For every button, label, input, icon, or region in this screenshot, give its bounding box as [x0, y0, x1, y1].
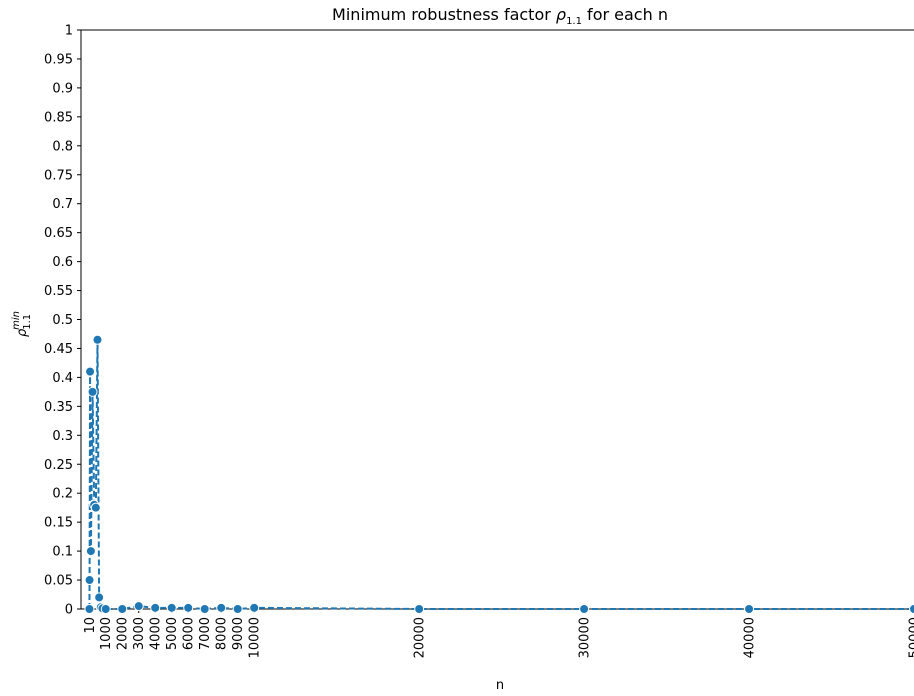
data-point — [579, 604, 590, 614]
x-tick-label: 10000 — [248, 617, 263, 658]
x-axis: 10 1000 2000 3000 4000 5000 6000 7000 8000 9000 10… — [83, 609, 914, 658]
x-tick-label: 6000 — [182, 617, 197, 650]
y-axis-label: ρ1.1min — [11, 311, 33, 337]
y-tick-label: 0.6 — [52, 255, 73, 270]
y-tick-label: 0.05 — [44, 574, 73, 589]
data-point — [85, 366, 96, 377]
data-point — [744, 604, 755, 614]
y-tick-label: 0 — [65, 603, 73, 618]
y-tick-label: 0.7 — [52, 197, 73, 212]
x-tick-label: 7000 — [198, 617, 213, 650]
chart-title: Minimum robustness factor ρ1.1 for each … — [332, 5, 668, 27]
y-tick-label: 0.2 — [52, 487, 73, 502]
data-point — [92, 334, 103, 345]
y-tick-label: 0.35 — [44, 400, 73, 415]
data-point — [117, 604, 128, 614]
y-tick-label: 0.1 — [52, 545, 73, 560]
axes-frame — [80, 29, 914, 610]
y-tick-label: 0.45 — [44, 342, 73, 357]
series-line — [88, 338, 914, 610]
data-point — [100, 604, 111, 614]
y-tick-label: 0.9 — [52, 81, 73, 96]
x-tick-label: 50000 — [908, 617, 914, 658]
y-tick-label: 0.85 — [44, 110, 73, 125]
x-tick-label: 40000 — [743, 617, 758, 658]
data-point — [94, 592, 105, 603]
data-point — [414, 604, 425, 614]
series-layer — [84, 334, 914, 614]
x-tick-label: 9000 — [231, 617, 246, 650]
data-point — [249, 602, 260, 613]
x-tick-label: 3000 — [132, 617, 147, 650]
data-point — [85, 546, 96, 557]
y-tick-label: 0.65 — [44, 226, 73, 241]
x-tick-label: 4000 — [149, 617, 164, 650]
y-tick-label: 0.75 — [44, 168, 73, 183]
x-tick-label: 1000 — [99, 617, 114, 650]
y-tick-label: 0.15 — [44, 516, 73, 531]
x-axis-label: n — [496, 678, 504, 693]
y-tick-label: 1 — [65, 24, 73, 39]
x-tick-label: 8000 — [215, 617, 230, 650]
data-point — [183, 602, 194, 613]
data-point — [166, 602, 177, 613]
data-point — [909, 604, 914, 614]
data-point — [87, 386, 98, 397]
y-tick-label: 0.95 — [44, 52, 73, 67]
x-tick-label: 20000 — [413, 617, 428, 658]
y-tick-label: 0.25 — [44, 458, 73, 473]
y-tick-label: 0.8 — [52, 139, 73, 154]
y-tick-label: 0.4 — [52, 371, 73, 386]
svg-text:ρ1.1min: ρ1.1min — [11, 311, 33, 337]
x-tick-label: 30000 — [578, 617, 593, 658]
y-tick-label: 0.5 — [52, 313, 73, 328]
x-tick-label: 5000 — [165, 617, 180, 650]
data-point — [199, 604, 210, 614]
data-point — [150, 602, 161, 613]
x-tick-label: 10 — [83, 617, 98, 634]
data-point — [84, 604, 95, 614]
data-point — [84, 575, 95, 586]
data-point — [90, 502, 101, 513]
y-axis: 0 0.05 0.1 0.15 0.2 0.25 0.3 0.35 0.4 0.45 0.5 0.55… — [44, 24, 81, 618]
y-tick-label: 0.3 — [52, 429, 73, 444]
data-point — [216, 602, 227, 613]
y-tick-label: 0.55 — [44, 284, 73, 299]
x-tick-label: 2000 — [116, 617, 131, 650]
data-point — [133, 601, 144, 612]
data-point — [232, 604, 243, 614]
